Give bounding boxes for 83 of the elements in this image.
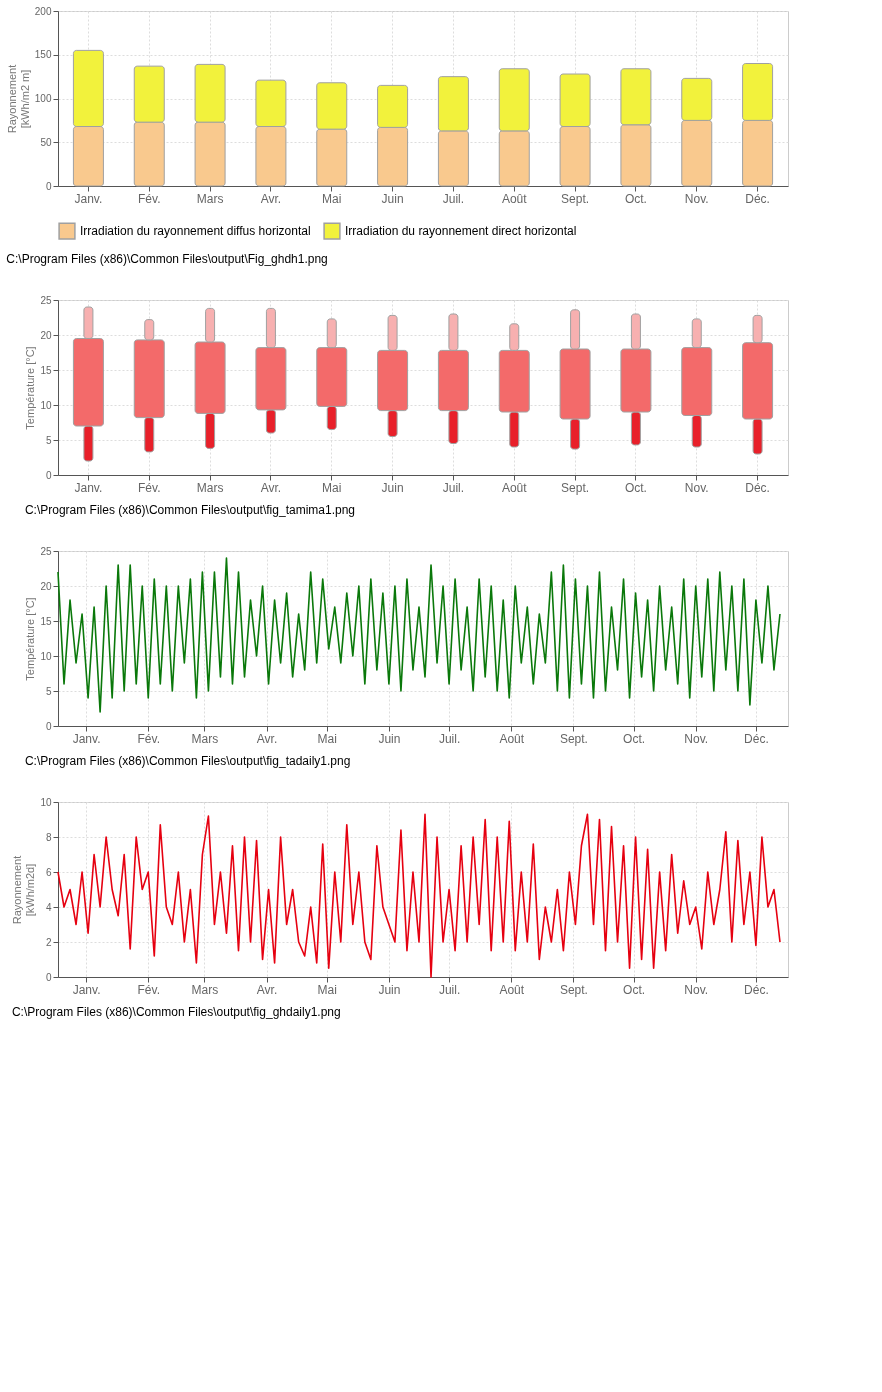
line-series bbox=[57, 813, 781, 978]
y-axis-title: Température [°C] bbox=[24, 346, 37, 430]
x-tick-label: Mai bbox=[317, 731, 337, 746]
x-tick-label: Nov. bbox=[684, 731, 709, 746]
x-tick-label: Juin bbox=[381, 191, 404, 206]
y-tick-label: 20 bbox=[40, 580, 52, 592]
x-tick-label: Oct. bbox=[624, 480, 647, 495]
y-tick-label: 15 bbox=[40, 364, 52, 376]
x-tick-label: Sept. bbox=[559, 731, 588, 746]
x-tick-label: Avr. bbox=[260, 191, 282, 206]
y-tick-label: 10 bbox=[40, 796, 52, 808]
x-tick-label: Mai bbox=[322, 191, 342, 206]
text: C:\Program Files (x86)\Common Files\output\fig_tamima1.png bbox=[24, 503, 355, 517]
y-axis-title: Rayonnement [kWh/m2 m] bbox=[5, 64, 31, 134]
y-tick-label: 5 bbox=[45, 685, 52, 697]
x-tick-label: Juil. bbox=[438, 731, 461, 746]
y-tick-label: 25 bbox=[40, 545, 52, 557]
x-tick-label: Juin bbox=[378, 982, 401, 997]
y-axis-title: Température [°C] bbox=[24, 597, 37, 681]
y-tick-label: 10 bbox=[40, 399, 52, 411]
y-axis-title: Rayonnement [kWh/m2d] bbox=[11, 855, 37, 925]
x-tick-label: Avr. bbox=[260, 480, 282, 495]
y-tick-label: 15 bbox=[40, 615, 52, 627]
x-tick-label: Août bbox=[499, 982, 525, 997]
x-tick-label: Août bbox=[501, 480, 528, 495]
x-tick-label: Avr. bbox=[256, 731, 278, 746]
y-tick-label: 50 bbox=[40, 136, 52, 148]
x-tick-label: Nov. bbox=[684, 982, 709, 997]
x-tick-label: Sept. bbox=[561, 480, 590, 495]
x-tick-label: Fév. bbox=[137, 982, 160, 997]
y-tick-label: 25 bbox=[40, 294, 52, 306]
text: C:\Program Files (x86)\Common Files\output\fig_tadaily1.png bbox=[24, 754, 351, 768]
x-tick-label: Août bbox=[501, 191, 528, 206]
x-tick-label: Janv. bbox=[74, 480, 103, 495]
legend-label: Irradiation du rayonnement diffus horizontal bbox=[80, 224, 311, 239]
y-tick-label: 5 bbox=[45, 434, 52, 446]
y-tick-label: 0 bbox=[45, 469, 52, 481]
y-tick-label: 8 bbox=[45, 831, 52, 843]
legend-label: Irradiation du rayonnement direct horizontal bbox=[345, 224, 577, 239]
x-tick-label: Mars bbox=[196, 191, 224, 206]
y-tick-label: 100 bbox=[34, 93, 52, 104]
y-tick-label: 150 bbox=[34, 49, 52, 61]
text: C:\Program Files (x86)\Common Files\output\Fig_ghdh1.png bbox=[6, 252, 328, 266]
x-tick-label: Déc. bbox=[744, 731, 769, 746]
y-tick-label: 0 bbox=[45, 971, 52, 983]
y-tick-label: 10 bbox=[40, 650, 52, 662]
x-tick-label: Juin bbox=[381, 480, 404, 495]
x-tick-label: Nov. bbox=[684, 191, 709, 206]
x-tick-label: Avr. bbox=[256, 982, 278, 997]
text: C:\Program Files (x86)\Common Files\output\fig_ghdaily1.png bbox=[11, 1005, 341, 1019]
x-tick-label: Oct. bbox=[623, 731, 646, 746]
x-tick-label: Oct. bbox=[623, 982, 646, 997]
x-tick-label: Août bbox=[499, 731, 525, 746]
x-tick-label: Juil. bbox=[438, 982, 461, 997]
x-tick-label: Sept. bbox=[559, 982, 588, 997]
y-tick-label: 6 bbox=[45, 866, 52, 878]
x-tick-label: Fév. bbox=[138, 191, 161, 206]
y-tick-label: 0 bbox=[45, 720, 52, 732]
x-tick-label: Juil. bbox=[442, 480, 465, 495]
y-tick-label: 0 bbox=[45, 180, 52, 192]
x-tick-label: Nov. bbox=[684, 480, 709, 495]
x-tick-label: Déc. bbox=[745, 191, 770, 206]
y-tick-label: 4 bbox=[45, 901, 52, 913]
x-tick-label: Mars bbox=[196, 480, 224, 495]
x-tick-label: Déc. bbox=[744, 982, 769, 997]
y-tick-label: 20 bbox=[40, 329, 52, 341]
x-tick-label: Janv. bbox=[72, 982, 101, 997]
x-tick-label: Juil. bbox=[442, 191, 465, 206]
x-tick-label: Juin bbox=[378, 731, 401, 746]
x-tick-label: Mars bbox=[191, 731, 219, 746]
line-series bbox=[57, 557, 781, 713]
y-tick-label: 2 bbox=[45, 936, 52, 948]
x-tick-label: Mai bbox=[322, 480, 342, 495]
y-tick-label: 200 bbox=[34, 5, 52, 17]
x-tick-label: Oct. bbox=[624, 191, 647, 206]
x-tick-label: Mars bbox=[191, 982, 219, 997]
x-tick-label: Mai bbox=[317, 982, 337, 997]
x-tick-label: Déc. bbox=[745, 480, 770, 495]
x-tick-label: Janv. bbox=[74, 191, 103, 206]
x-tick-label: Sept. bbox=[561, 191, 590, 206]
x-tick-label: Fév. bbox=[138, 480, 161, 495]
x-tick-label: Fév. bbox=[137, 731, 160, 746]
x-tick-label: Janv. bbox=[72, 731, 101, 746]
